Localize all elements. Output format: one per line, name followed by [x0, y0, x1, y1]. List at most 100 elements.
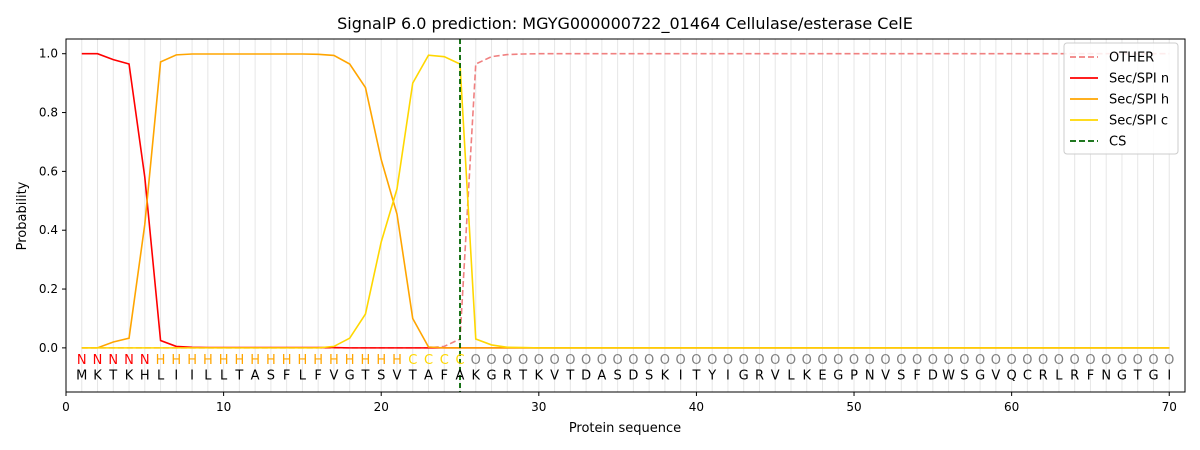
region-label-35: O: [613, 353, 623, 368]
residue-letter-12: A: [251, 369, 260, 384]
legend-label-sec-spi-h: Sec/SPI h: [1109, 93, 1169, 108]
x-tick-label-20: 20: [374, 400, 389, 414]
residue-letter-65: F: [1087, 369, 1094, 384]
region-label-26: O: [471, 353, 481, 368]
legend-label-other: OTHER: [1109, 51, 1154, 66]
residue-letter-38: K: [661, 369, 670, 384]
region-label-30: O: [534, 353, 544, 368]
region-label-4: N: [124, 353, 134, 368]
region-label-2: N: [93, 353, 103, 368]
region-label-19: H: [361, 353, 371, 368]
region-label-58: O: [975, 353, 985, 368]
residue-letter-55: D: [928, 369, 938, 384]
region-label-51: O: [865, 353, 875, 368]
region-label-50: O: [849, 353, 859, 368]
residue-letter-15: L: [299, 369, 307, 384]
residue-letter-34: A: [597, 369, 606, 384]
region-label-8: H: [187, 353, 197, 368]
region-label-52: O: [880, 353, 890, 368]
legend-label-cs: CS: [1109, 135, 1126, 150]
region-label-70: O: [1164, 353, 1174, 368]
y-tick-label-1: 0.2: [39, 282, 58, 296]
legend-label-sec-spi-c: Sec/SPI c: [1109, 114, 1168, 129]
region-label-55: O: [928, 353, 938, 368]
legend-box: [1063, 42, 1179, 155]
series-line-sec-spi-h: [81, 53, 1170, 349]
region-label-45: O: [770, 353, 780, 368]
residue-letter-23: A: [424, 369, 433, 384]
region-label-33: O: [581, 353, 591, 368]
x-tick-label-50: 50: [846, 400, 861, 414]
region-label-5: N: [140, 353, 150, 368]
x-tick-label-40: 40: [689, 400, 704, 414]
region-label-13: H: [266, 353, 276, 368]
region-label-54: O: [912, 353, 922, 368]
x-tick-label-0: 0: [62, 400, 70, 414]
residue-letter-67: G: [1117, 369, 1127, 384]
residue-letter-63: L: [1055, 369, 1063, 384]
x-axis-label: Protein sequence: [569, 421, 681, 436]
series-line-sec-spi-n: [81, 52, 1170, 349]
residue-letter-4: K: [125, 369, 134, 384]
residue-letter-20: S: [377, 369, 385, 384]
residue-letter-44: R: [755, 369, 764, 384]
region-label-42: O: [723, 353, 733, 368]
region-label-11: H: [234, 353, 244, 368]
residue-letter-46: L: [787, 369, 795, 384]
region-label-60: O: [1007, 353, 1017, 368]
residue-letter-17: V: [329, 369, 338, 384]
y-tick-label-5: 1.0: [39, 47, 58, 61]
residue-letter-53: S: [897, 369, 905, 384]
region-label-3: N: [108, 353, 118, 368]
region-label-16: H: [313, 353, 323, 368]
x-tick-label-70: 70: [1162, 400, 1177, 414]
region-label-7: H: [171, 353, 181, 368]
region-label-41: O: [707, 353, 717, 368]
residue-letter-26: K: [472, 369, 481, 384]
residue-letter-48: E: [818, 369, 826, 384]
region-label-10: H: [219, 353, 229, 368]
region-label-31: O: [549, 353, 559, 368]
residue-letter-45: V: [771, 369, 780, 384]
region-label-23: C: [424, 353, 433, 368]
residue-letter-35: S: [613, 369, 621, 384]
residue-letter-27: G: [486, 369, 496, 384]
region-label-48: O: [817, 353, 827, 368]
region-label-25: C: [455, 353, 464, 368]
residue-letter-3: T: [108, 369, 117, 384]
region-label-38: O: [660, 353, 670, 368]
x-tick-label-30: 30: [531, 400, 546, 414]
region-label-65: O: [1085, 353, 1095, 368]
region-label-44: O: [754, 353, 764, 368]
region-label-24: C: [440, 353, 449, 368]
residue-letter-32: T: [565, 369, 574, 384]
residue-letter-54: F: [913, 369, 920, 384]
residue-letter-37: S: [645, 369, 653, 384]
residue-letter-31: V: [550, 369, 559, 384]
series-line-sec-spi-c: [81, 54, 1170, 349]
region-label-36: O: [628, 353, 638, 368]
residue-letter-9: L: [204, 369, 212, 384]
legend: OTHER Sec/SPI n Sec/SPI h Sec/SPI c CS: [1063, 42, 1179, 155]
region-label-37: O: [644, 353, 654, 368]
region-label-21: H: [392, 353, 402, 368]
residue-letter-13: S: [267, 369, 275, 384]
residue-letter-52: V: [881, 369, 890, 384]
residue-letter-69: G: [1148, 369, 1158, 384]
y-axis-label: Probability: [15, 181, 30, 250]
residue-letter-51: N: [865, 369, 875, 384]
residue-letter-39: I: [679, 369, 683, 384]
residue-letter-47: K: [802, 369, 811, 384]
region-label-67: O: [1117, 353, 1127, 368]
residue-letter-14: F: [283, 369, 290, 384]
residue-letter-42: I: [726, 369, 730, 384]
residue-letter-28: R: [503, 369, 512, 384]
region-label-68: O: [1133, 353, 1143, 368]
region-label-34: O: [597, 353, 607, 368]
region-label-49: O: [833, 353, 843, 368]
residue-letter-6: L: [157, 369, 165, 384]
region-label-15: H: [298, 353, 308, 368]
residue-letter-5: H: [140, 369, 150, 384]
y-tick-label-2: 0.4: [39, 223, 58, 237]
